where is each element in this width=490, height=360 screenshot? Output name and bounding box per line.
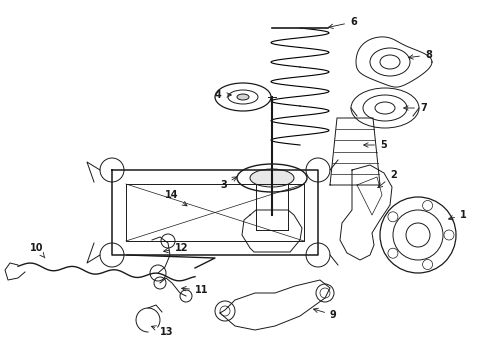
Text: 13: 13 — [151, 326, 173, 337]
Text: 3: 3 — [220, 177, 237, 190]
Text: 2: 2 — [378, 170, 397, 188]
Text: 12: 12 — [164, 243, 189, 253]
Text: 4: 4 — [215, 90, 231, 100]
Ellipse shape — [237, 94, 249, 100]
Text: 11: 11 — [182, 285, 209, 295]
Text: 9: 9 — [314, 308, 337, 320]
Text: 5: 5 — [364, 140, 387, 150]
Text: 6: 6 — [329, 17, 357, 28]
Text: 14: 14 — [165, 190, 187, 206]
Ellipse shape — [250, 169, 294, 187]
Text: 1: 1 — [448, 210, 467, 220]
Text: 7: 7 — [404, 103, 427, 113]
Text: 8: 8 — [409, 50, 432, 60]
Text: 10: 10 — [30, 243, 45, 258]
